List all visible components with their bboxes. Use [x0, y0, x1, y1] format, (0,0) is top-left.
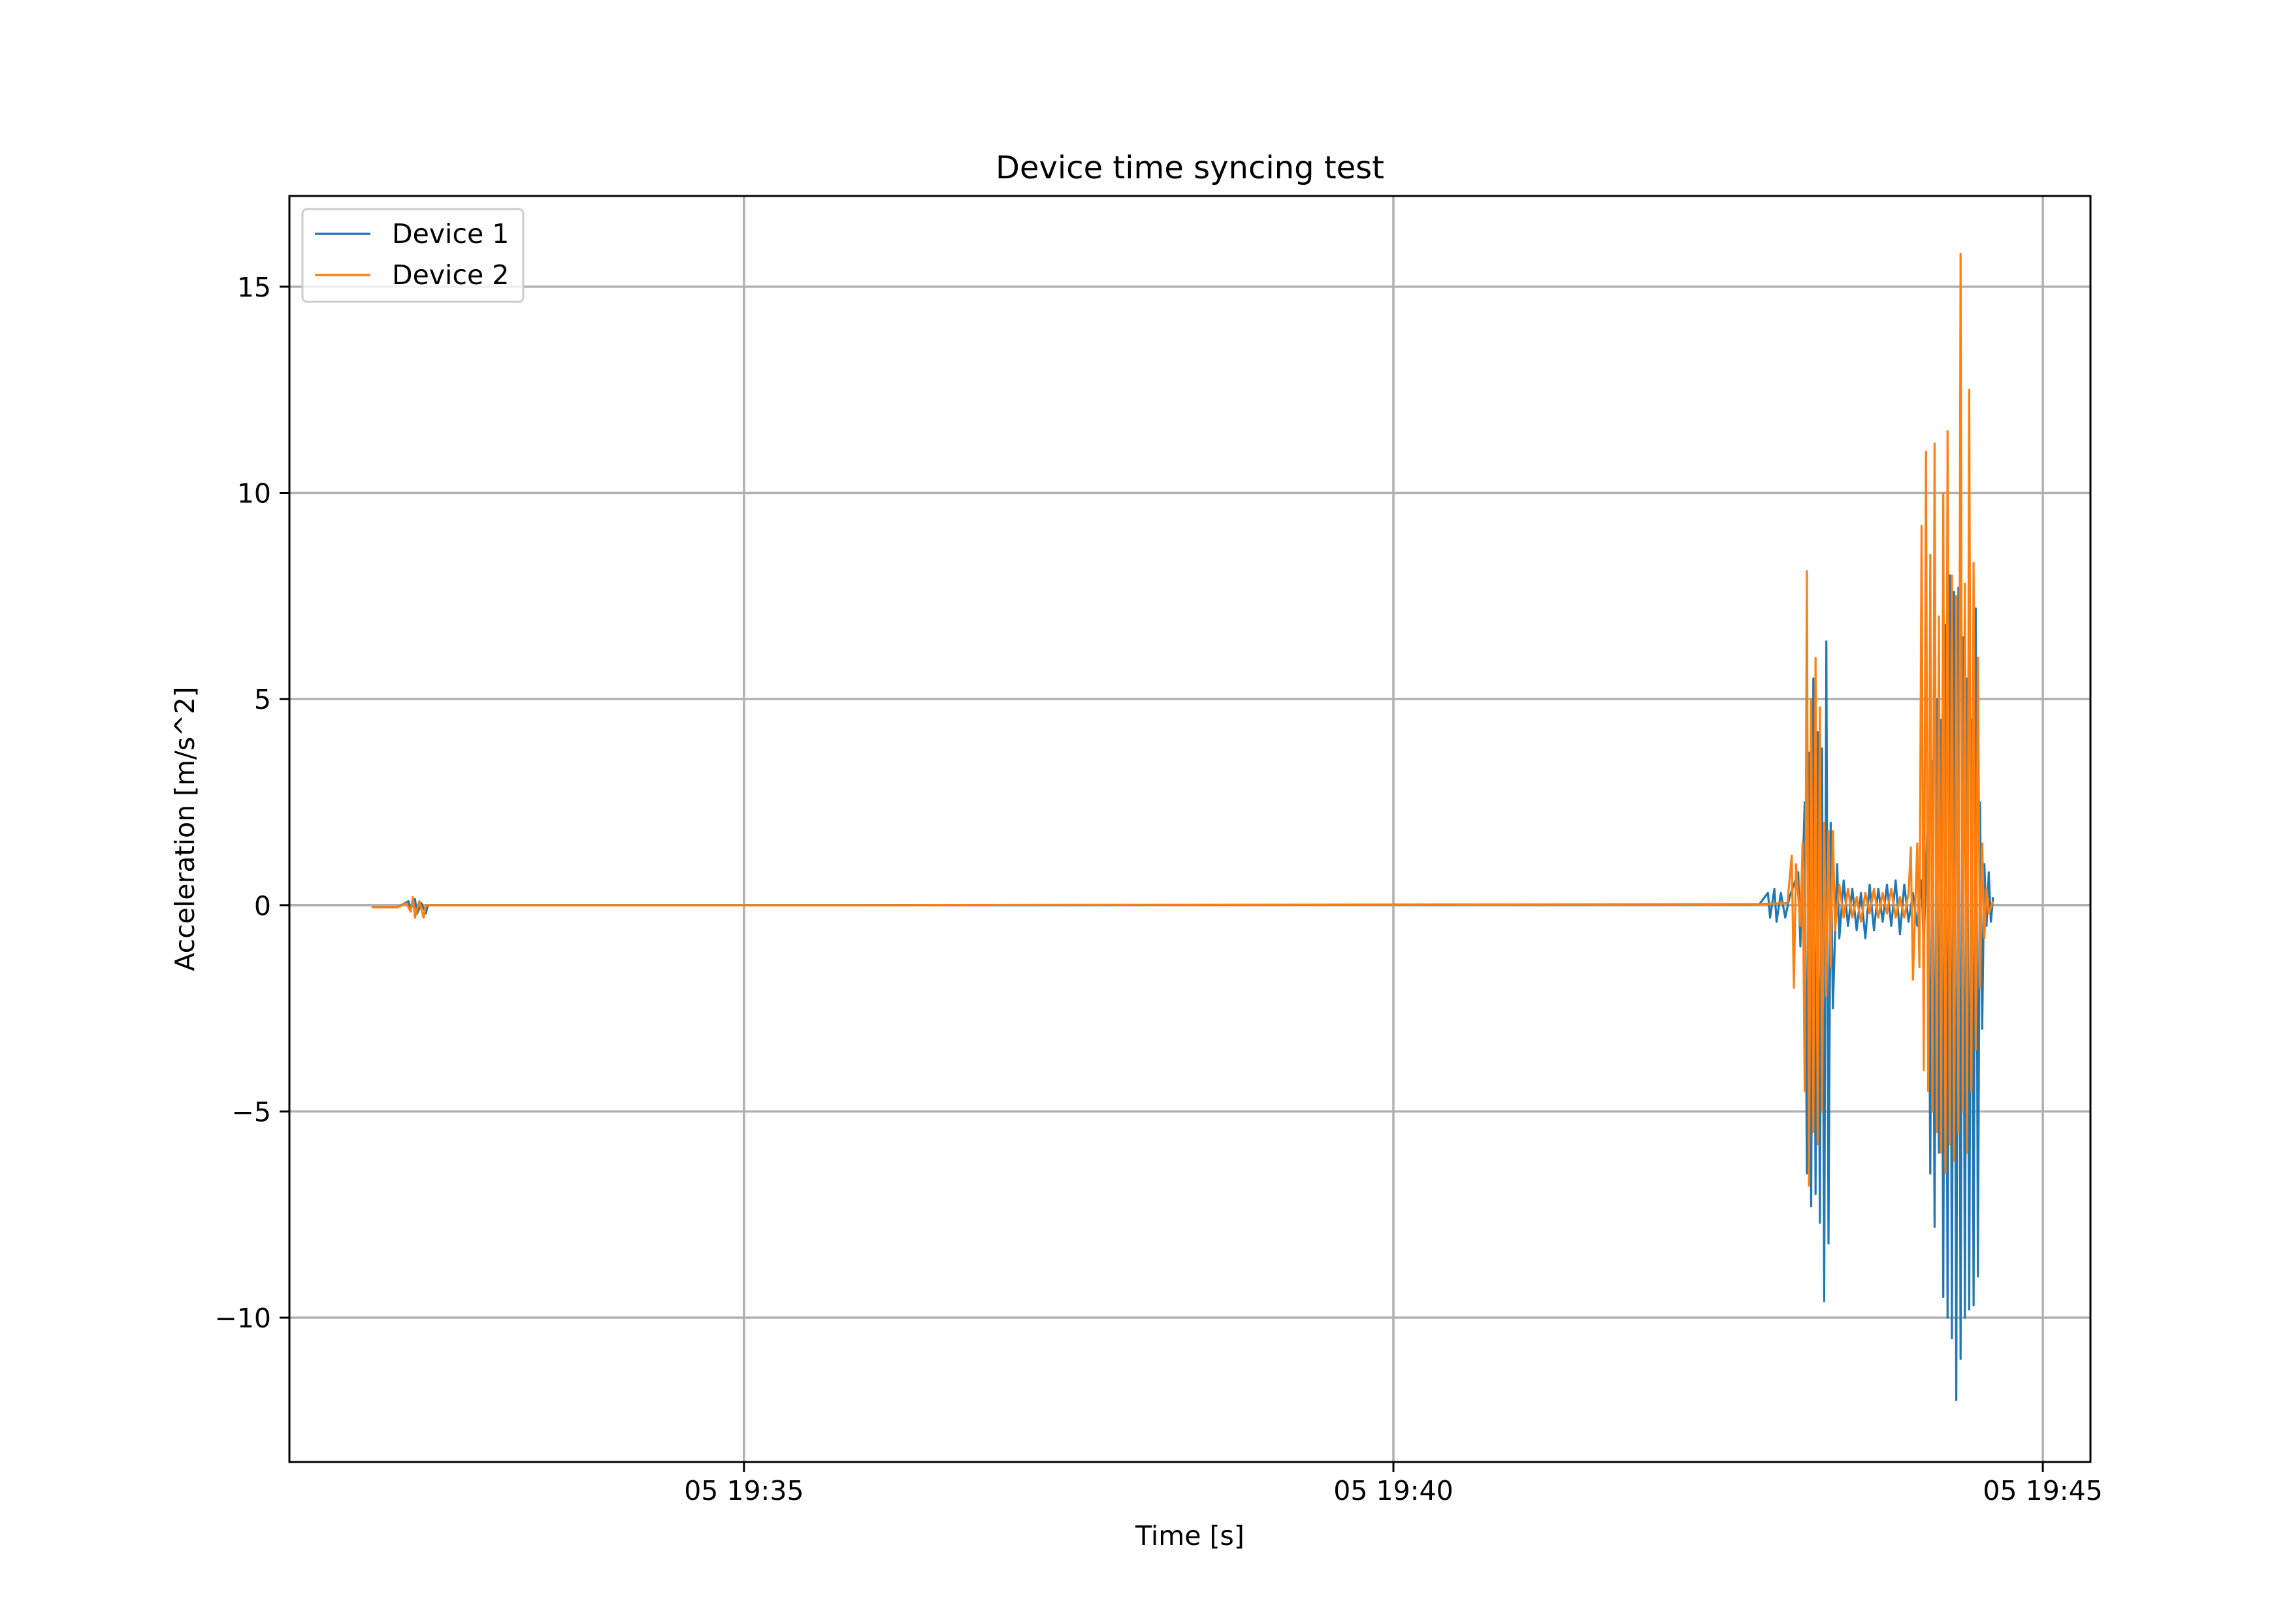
x-tick-label: 05 19:45 — [1983, 1475, 2102, 1506]
y-tick-label: −10 — [214, 1303, 271, 1334]
chart-title: Device time syncing test — [996, 150, 1384, 186]
y-tick-label: 15 — [237, 272, 271, 303]
y-tick-label: 10 — [237, 478, 271, 510]
series-layer — [371, 252, 1994, 1401]
axis-ticks: 05 19:35 05 19:40 05 19:45 −10 −5 0 5 10 15 — [214, 272, 2102, 1506]
x-tick-label: 05 19:40 — [1333, 1475, 1453, 1506]
y-tick-label: −5 — [232, 1096, 271, 1128]
legend-label-device-1: Device 1 — [392, 218, 509, 250]
legend-label-device-2: Device 2 — [392, 259, 509, 291]
y-tick-label: 0 — [254, 890, 271, 922]
x-tick-label: 05 19:35 — [684, 1475, 804, 1506]
y-tick-label: 5 — [254, 684, 271, 715]
x-axis-label: Time [s] — [1135, 1520, 1244, 1551]
legend: Device 1 Device 2 — [301, 208, 525, 303]
legend-box — [301, 208, 525, 303]
axes-frame — [288, 195, 2092, 1463]
series-line-device-2 — [371, 252, 1994, 1187]
y-axis-label: Acceleration [m/s^2] — [169, 687, 201, 971]
